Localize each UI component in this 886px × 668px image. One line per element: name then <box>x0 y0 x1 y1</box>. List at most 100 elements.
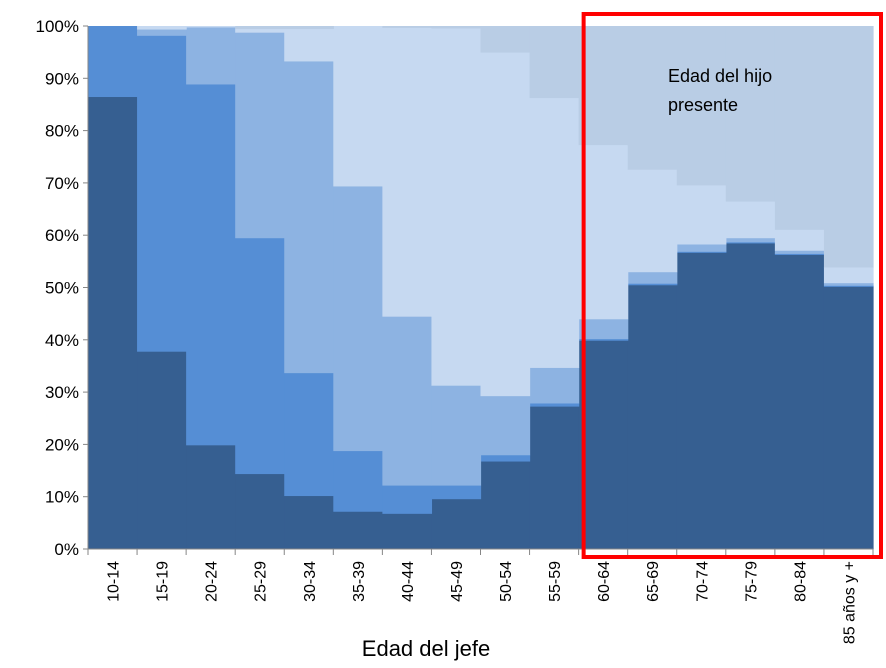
area-segment <box>235 237 285 475</box>
area-segment <box>431 26 482 29</box>
area-segment <box>823 26 874 268</box>
y-tick-label: 10% <box>45 488 79 507</box>
area-segment <box>627 284 678 550</box>
area-segment <box>774 254 825 550</box>
area-segment <box>529 97 580 368</box>
y-tick-label: 20% <box>45 435 79 454</box>
area-segment <box>627 26 678 170</box>
area-segment <box>382 26 433 28</box>
area-segment <box>235 26 285 30</box>
area-segment <box>480 395 531 456</box>
x-tick-label: 40-44 <box>400 561 417 602</box>
area-segment <box>431 28 482 386</box>
y-tick-label: 90% <box>45 69 79 88</box>
x-tick-label: 60-64 <box>596 561 613 602</box>
x-tick-label: 45-49 <box>449 561 466 602</box>
area-segment <box>676 252 727 550</box>
area-segment <box>431 485 482 500</box>
area-segment <box>333 26 383 187</box>
area-segment <box>725 201 776 239</box>
area-segment <box>431 385 482 486</box>
area-segment <box>823 282 874 286</box>
area-segment <box>578 144 629 320</box>
area-segment <box>137 351 187 550</box>
area-segment <box>676 244 727 252</box>
y-tick-label: 40% <box>45 331 79 350</box>
area-segment <box>382 485 433 514</box>
area-segment <box>823 285 874 287</box>
area-segment <box>774 250 825 254</box>
area-segment <box>284 28 334 62</box>
area-segment <box>333 450 383 512</box>
area-segment <box>676 26 727 186</box>
x-tick-label: 20-24 <box>204 561 221 602</box>
y-tick-labels: 0% 10% 20% 30% 40% 50% 60% 70% 80% 90% 100% <box>36 17 79 559</box>
area-segment <box>578 318 629 340</box>
area-segment <box>186 84 236 446</box>
y-tick-label: 70% <box>45 174 79 193</box>
area-segment <box>774 229 825 251</box>
area-series-2 <box>88 26 874 514</box>
area-segment <box>480 52 531 397</box>
area-segment <box>480 461 531 550</box>
area-segment <box>774 253 825 255</box>
area-series-1 <box>88 96 874 550</box>
area-segment <box>676 251 727 253</box>
area-segment <box>235 473 285 550</box>
area-series-5 <box>235 26 874 268</box>
area-segment <box>578 338 629 341</box>
area-segment <box>725 237 776 243</box>
area-segment <box>774 26 825 230</box>
area-segment <box>480 454 531 462</box>
y-tick-label: 100% <box>36 17 79 36</box>
area-segment <box>823 286 874 550</box>
x-tick-labels: 10-14 15-19 20-24 25-29 30-34 35-39 40-44 45-49… <box>106 561 859 644</box>
x-tick-label: 80-84 <box>792 561 809 602</box>
area-segment <box>480 26 531 53</box>
y-tick-label: 0% <box>54 540 79 559</box>
x-tick-label: 50-54 <box>498 561 515 602</box>
area-segment <box>578 26 629 146</box>
area-segment <box>284 372 334 497</box>
x-tick-label: 25-29 <box>253 561 270 602</box>
area-segment <box>186 444 236 550</box>
area-segment <box>627 283 678 286</box>
x-tick-label: 70-74 <box>694 561 711 602</box>
x-tick-label: 10-14 <box>106 561 123 602</box>
area-series-3 <box>137 27 874 486</box>
area-segment <box>333 186 383 452</box>
area-segment <box>235 32 285 239</box>
x-tick-label: 75-79 <box>743 561 760 602</box>
highlight-box <box>581 12 883 559</box>
y-tick-label: 50% <box>45 279 79 298</box>
x-tick-label: 35-39 <box>351 561 368 602</box>
annotation-text-line-1: Edad del hijo <box>668 66 772 86</box>
area-segment <box>186 26 236 28</box>
area-segment <box>823 267 874 284</box>
x-tick-label: 55-59 <box>547 561 564 602</box>
area-segment <box>186 27 236 85</box>
area-segment <box>88 26 138 98</box>
area-segment <box>529 406 580 550</box>
area-segment <box>725 242 776 244</box>
area-segment <box>235 28 285 33</box>
x-axis-title: Edad del jefe <box>362 636 490 661</box>
area-segment <box>529 367 580 404</box>
annotation-text-line-2: presente <box>668 95 738 115</box>
area-segment <box>382 513 433 550</box>
area-segment <box>627 271 678 284</box>
area-segment <box>284 61 334 374</box>
y-tick-label: 60% <box>45 226 79 245</box>
area-segment <box>137 35 187 352</box>
area-segment <box>578 340 629 550</box>
area-segment <box>333 511 383 550</box>
area-segment <box>725 26 776 202</box>
area-segment <box>725 243 776 550</box>
area-segment <box>382 27 433 317</box>
area-series-group <box>88 26 874 550</box>
area-segment <box>284 495 334 550</box>
area-segment <box>382 316 433 486</box>
area-segment <box>137 26 187 30</box>
